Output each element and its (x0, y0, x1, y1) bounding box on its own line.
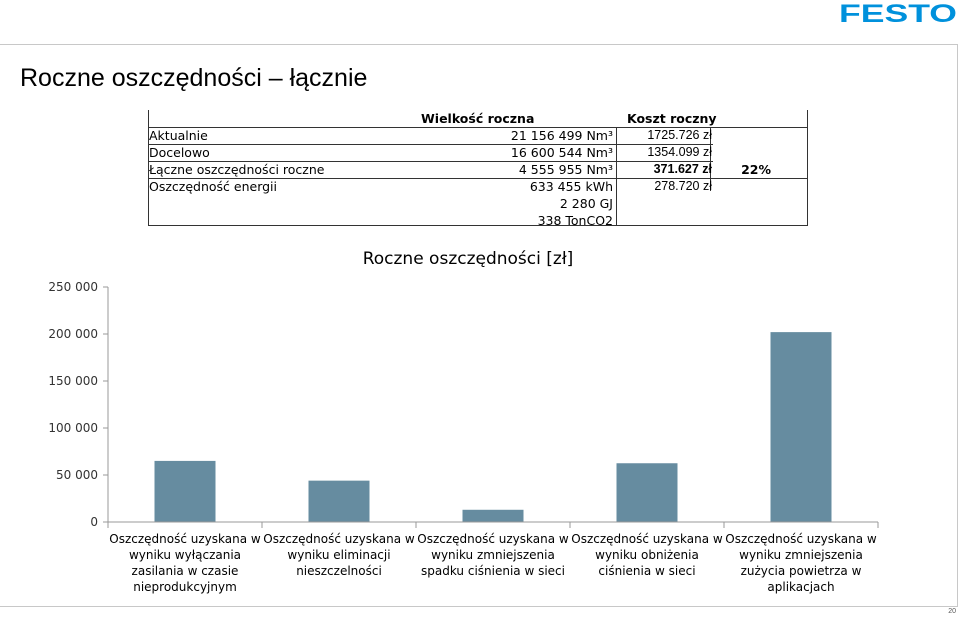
row-label: Oszczędność energii (149, 179, 278, 194)
x-category-label: Oszczędność uzyskana w wyniku zmniejszeni… (417, 532, 569, 578)
bar (462, 509, 524, 522)
table-divider (149, 178, 807, 179)
festo-logo: FESTO (838, 2, 958, 24)
row-cost: 1354.099 zł (647, 145, 712, 159)
logo-text: FESTO (839, 2, 957, 24)
table-divider (149, 144, 713, 145)
col-header-cost: Koszt roczny (627, 111, 717, 126)
row-amount: 21 156 499 Nm³ (510, 128, 613, 143)
slide-frame (0, 44, 958, 607)
x-category-label: Oszczędność uzyskana w wyniku zmniejszeni… (725, 532, 877, 594)
bars (154, 332, 832, 522)
table-divider (616, 127, 617, 225)
row-amount: 633 455 kWh (529, 179, 613, 194)
slide-title: Roczne oszczędności – łącznie (20, 64, 368, 92)
table-divider (149, 127, 807, 128)
page-number: 20 (948, 608, 956, 615)
footer-divider (0, 606, 958, 607)
row-label: Aktualnie (149, 128, 208, 143)
row-amount: 16 600 544 Nm³ (510, 145, 613, 160)
y-tick-label: 200 000 (48, 327, 98, 341)
x-axis: Oszczędność uzyskana w wyniku wyłączania z… (107, 521, 879, 594)
x-category-label: Oszczędność uzyskana w wyniku wyłączania z… (109, 532, 261, 594)
y-tick-label: 250 000 (48, 280, 98, 294)
row-amount: 2 280 GJ (559, 196, 613, 211)
bar (616, 463, 678, 522)
x-category-label: Oszczędność uzyskana w wyniku eliminacji n… (263, 532, 415, 578)
y-tick-label: 0 (90, 515, 98, 529)
savings-bar-chart: Roczne oszczędności [zł] 0 50 000 100 000 1… (48, 249, 879, 594)
y-tick-label: 50 000 (56, 468, 98, 482)
row-cost: 1725.726 zł (647, 128, 712, 142)
col-header-amount: Wielkość roczna (421, 111, 535, 126)
row-amount: 4 555 955 Nm³ (518, 162, 613, 177)
chart-title: Roczne oszczędności [zł] (363, 249, 574, 269)
bar (308, 480, 370, 522)
row-percent: 22% (741, 162, 771, 177)
row-cost: 278.720 zł (654, 179, 712, 193)
row-label: Docelowo (149, 145, 210, 160)
bar (154, 460, 216, 522)
savings-table: Wielkość roczna Koszt roczny Aktualnie 2… (148, 110, 808, 228)
row-cost: 371.627 zł (653, 162, 712, 176)
row-label: Łączne oszczędności roczne (149, 162, 325, 177)
y-axis: 0 50 000 100 000 150 000 200 000 250 000 (48, 280, 109, 529)
x-category-label: Oszczędność uzyskana w wyniku obniżenia ci… (571, 532, 723, 578)
table-divider (149, 161, 713, 162)
row-amount: 338 TonCO2 (537, 213, 613, 228)
y-tick-label: 100 000 (48, 421, 98, 435)
bar (770, 332, 832, 522)
table-divider (710, 127, 711, 191)
y-tick-label: 150 000 (48, 374, 98, 388)
